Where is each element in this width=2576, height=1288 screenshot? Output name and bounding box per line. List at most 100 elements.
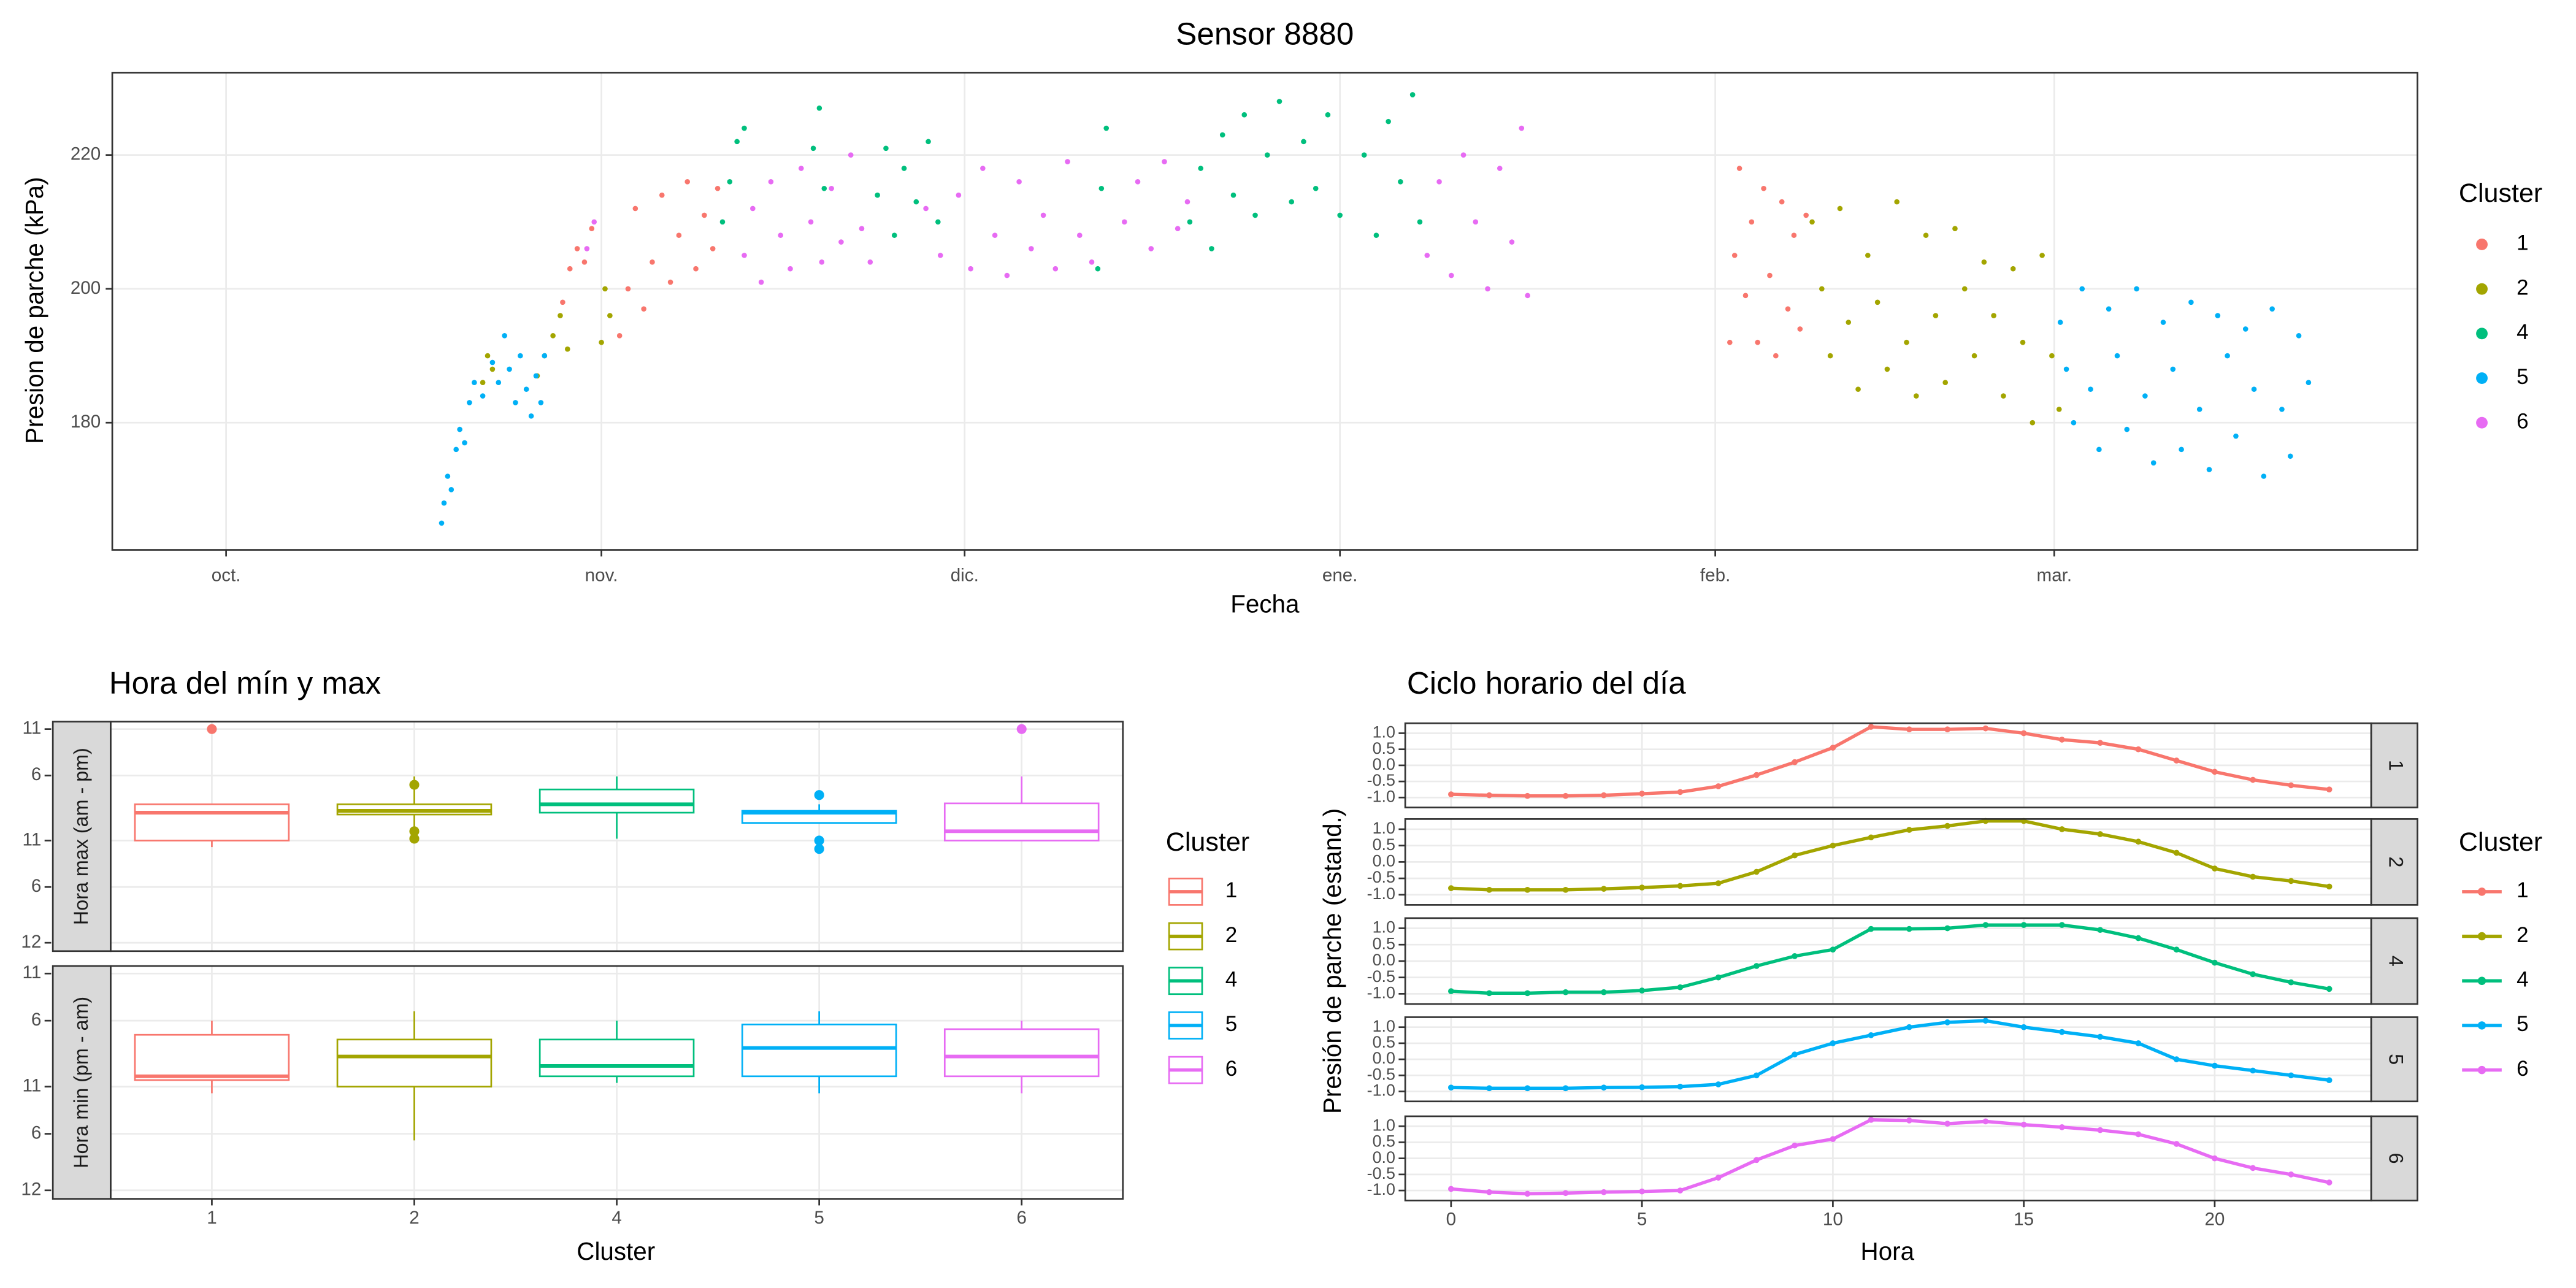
point [439, 520, 445, 526]
point [1827, 353, 1833, 359]
point [1715, 783, 1722, 789]
point [734, 139, 740, 145]
x-tick-label: mar. [2037, 565, 2072, 585]
point [937, 253, 943, 258]
point [1241, 112, 1248, 118]
point [1486, 1189, 1492, 1195]
point [758, 279, 764, 285]
point [2134, 286, 2139, 292]
point [564, 346, 570, 352]
point [1562, 886, 1569, 893]
point [1715, 880, 1722, 886]
point [1519, 125, 1525, 131]
y-tick-label: 12 [21, 932, 41, 952]
y-tick-label: 0.5 [1373, 1033, 1395, 1051]
box [336, 1038, 493, 1088]
point [1868, 926, 1874, 932]
point [816, 105, 822, 111]
point [485, 353, 491, 359]
point [1792, 1142, 1798, 1149]
point [2097, 740, 2104, 746]
point [1040, 212, 1046, 218]
y-tick-label: 6 [31, 876, 41, 896]
point [538, 400, 544, 405]
point [1524, 1085, 1531, 1092]
point [829, 185, 834, 191]
point [1982, 1018, 1989, 1024]
point [625, 286, 631, 292]
point [448, 487, 454, 493]
legend-title: Cluster [2459, 827, 2542, 857]
point [1874, 299, 1880, 305]
point [1731, 253, 1738, 258]
point [1562, 1085, 1569, 1092]
point [2088, 386, 2093, 392]
legend-key [2476, 283, 2488, 295]
point [1906, 1117, 1912, 1124]
point [1103, 125, 1110, 131]
point [1830, 1040, 1836, 1046]
point [1076, 232, 1083, 238]
point [891, 232, 897, 238]
point [1095, 266, 1101, 272]
legend-label: 4 [2517, 967, 2528, 991]
point [778, 232, 784, 238]
point [2212, 1062, 2218, 1069]
point [1098, 185, 1105, 191]
point [2135, 935, 2142, 941]
point [1562, 792, 1569, 799]
point [1677, 883, 1684, 889]
point [1004, 272, 1010, 278]
point [480, 393, 486, 399]
point [926, 139, 931, 145]
legend-label: 6 [2517, 409, 2528, 433]
panel-background [112, 72, 2418, 550]
point [1906, 926, 1912, 932]
point [2173, 946, 2180, 953]
outlier [1016, 724, 1027, 734]
point [1562, 1190, 1569, 1197]
point [567, 266, 573, 272]
point [1601, 886, 1607, 892]
point [1209, 246, 1214, 251]
box [943, 802, 1100, 841]
point [2261, 473, 2267, 479]
y-tick-label: 0.5 [1373, 1132, 1395, 1151]
point [1497, 166, 1503, 171]
point [1386, 118, 1391, 125]
box [539, 788, 695, 814]
point [1016, 179, 1022, 185]
y-tick-label: -0.5 [1367, 868, 1395, 886]
point [1791, 232, 1797, 238]
point [2326, 883, 2333, 890]
panel-border [110, 721, 1124, 953]
point [2097, 831, 2104, 837]
point [2160, 320, 2166, 325]
point [1148, 246, 1154, 251]
facet-strip [2370, 917, 2418, 1005]
x-tick-label: ene. [1322, 565, 1358, 585]
y-tick-label: 0.5 [1373, 739, 1395, 757]
facet-strip [2370, 722, 2418, 808]
point [2020, 730, 2027, 737]
legend-key [2476, 372, 2488, 384]
legend-label: 2 [1225, 923, 1237, 947]
x-axis-label: Hora [1861, 1237, 1915, 1265]
point [1052, 266, 1059, 272]
legend-key [2476, 328, 2488, 340]
point [1830, 745, 1836, 751]
point [1944, 1121, 1950, 1127]
legend-label: 5 [2517, 1012, 2528, 1036]
point [968, 266, 973, 272]
legend-label: 4 [2517, 320, 2528, 344]
point [471, 380, 477, 386]
point [616, 333, 623, 339]
point [1761, 185, 1766, 191]
y-tick-label: 0.0 [1373, 755, 1395, 773]
point [2097, 1033, 2104, 1040]
point [1944, 822, 1950, 829]
point [1971, 353, 1977, 359]
point [1785, 306, 1791, 312]
point [1754, 1072, 1760, 1079]
point [1767, 272, 1773, 278]
